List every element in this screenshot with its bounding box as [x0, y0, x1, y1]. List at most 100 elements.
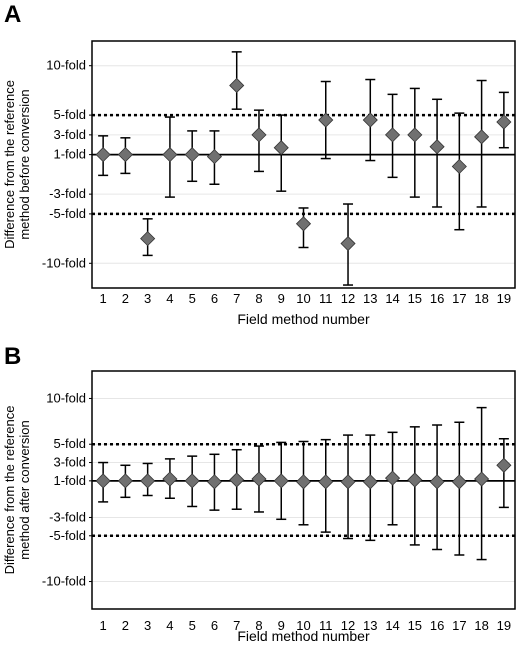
x-tick-label: 14 — [385, 291, 399, 306]
y-tick-label: 10-fold — [46, 390, 86, 405]
data-point — [384, 470, 401, 486]
x-tick-label: 3 — [144, 291, 151, 306]
y-tick-label: -10-fold — [42, 255, 86, 270]
y-tick-label: 5-fold — [53, 436, 86, 451]
x-tick-label: 8 — [255, 291, 262, 306]
data-point — [162, 471, 178, 487]
data-point — [251, 471, 267, 487]
y-tick-label: 1-fold — [53, 147, 86, 162]
data-point — [295, 216, 312, 232]
x-tick-label: 7 — [233, 618, 240, 633]
x-tick-label: 12 — [341, 618, 355, 633]
data-point — [95, 147, 111, 163]
x-tick-label: 17 — [452, 291, 466, 306]
y-tick-label: 3-fold — [53, 127, 86, 142]
chart-panel-b: B -10-fold -5-fold -3-fold 1-fold 3-fold 5-fol… — [2, 343, 516, 644]
data-point — [340, 474, 356, 490]
data-point — [117, 147, 133, 163]
panel-label: A — [4, 1, 21, 28]
x-tick-label: 19 — [497, 618, 511, 633]
x-tick-label: 15 — [408, 291, 422, 306]
x-tick-label: 16 — [430, 618, 444, 633]
y-tick-label: 5-fold — [53, 107, 86, 122]
data-point — [229, 472, 245, 488]
x-tick-label: 3 — [144, 618, 151, 633]
x-tick-label: 13 — [363, 291, 377, 306]
y-axis-label-line: Difference from the reference — [2, 406, 17, 575]
y-tick-label: -10-fold — [42, 574, 86, 589]
x-tick-label: 12 — [341, 291, 355, 306]
x-tick-label: 5 — [189, 618, 196, 633]
x-tick-label: 14 — [385, 618, 399, 633]
x-tick-label: 15 — [408, 618, 422, 633]
y-tick-label: -5-fold — [49, 528, 86, 543]
data-point — [273, 473, 289, 489]
x-tick-label: 16 — [430, 291, 444, 306]
x-tick-label: 13 — [363, 618, 377, 633]
data-point — [474, 129, 490, 145]
data-point — [140, 231, 156, 247]
x-tick-label: 10 — [296, 291, 310, 306]
x-tick-label: 4 — [166, 618, 173, 633]
x-tick-label: 5 — [189, 291, 196, 306]
x-tick-label: 9 — [278, 618, 285, 633]
data-point — [407, 472, 423, 488]
data-point — [474, 471, 490, 487]
data-point — [95, 473, 111, 489]
data-point — [162, 147, 178, 163]
y-axis-label: Difference from the referencemethod afte… — [2, 406, 32, 575]
data-point — [229, 77, 245, 94]
y-tick-label: -5-fold — [49, 206, 86, 221]
data-point — [184, 473, 200, 489]
y-tick-label: 3-fold — [53, 455, 86, 470]
data-point — [451, 158, 467, 175]
y-tick-label: 10-fold — [46, 58, 86, 73]
y-axis-label-line: Difference from the reference — [2, 80, 17, 249]
x-tick-label: 17 — [452, 618, 466, 633]
y-axis-label-line: method before conversion — [17, 89, 32, 239]
data-point — [451, 474, 467, 490]
y-tick-label: -3-fold — [49, 509, 86, 524]
x-tick-label: 8 — [255, 618, 262, 633]
x-tick-label: 18 — [474, 291, 488, 306]
data-point — [407, 127, 423, 143]
data-point — [318, 474, 334, 490]
panel-label: B — [4, 343, 21, 370]
data-point — [251, 127, 267, 143]
x-tick-label: 9 — [278, 291, 285, 306]
x-tick-label: 1 — [100, 618, 107, 633]
x-tick-label: 11 — [319, 618, 333, 633]
data-point — [295, 474, 312, 490]
data-point — [273, 140, 289, 156]
data-point — [184, 147, 200, 163]
x-tick-label: 6 — [211, 291, 218, 306]
x-tick-label: 7 — [233, 291, 240, 306]
data-point — [429, 139, 445, 155]
plot-frame — [91, 370, 516, 610]
x-tick-label: 6 — [211, 618, 218, 633]
data-point — [362, 474, 378, 490]
plot-frame — [91, 40, 516, 289]
x-tick-label: 18 — [474, 618, 488, 633]
x-axis-label: Field method number — [237, 628, 370, 644]
data-point — [140, 473, 156, 489]
chart-panel-a: A -10-fold -5-fold -3-fold 1-fold 3-fold 5-fol… — [2, 1, 516, 327]
x-tick-label: 2 — [122, 618, 129, 633]
data-point — [206, 474, 223, 490]
data-point — [318, 112, 334, 128]
data-point — [384, 127, 401, 143]
x-tick-label: 10 — [296, 618, 310, 633]
data-point — [496, 457, 512, 473]
y-axis-label-line: method after conversion — [17, 420, 32, 559]
error-bar — [498, 437, 509, 509]
data-point — [362, 112, 378, 128]
data-point — [206, 149, 223, 165]
x-tick-label: 2 — [122, 291, 129, 306]
y-axis-label: Difference from the referencemethod befo… — [2, 80, 32, 249]
data-point — [340, 235, 356, 252]
x-tick-label: 19 — [497, 291, 511, 306]
x-axis-label: Field method number — [237, 311, 370, 327]
error-bar — [409, 87, 420, 198]
data-point — [496, 114, 512, 130]
